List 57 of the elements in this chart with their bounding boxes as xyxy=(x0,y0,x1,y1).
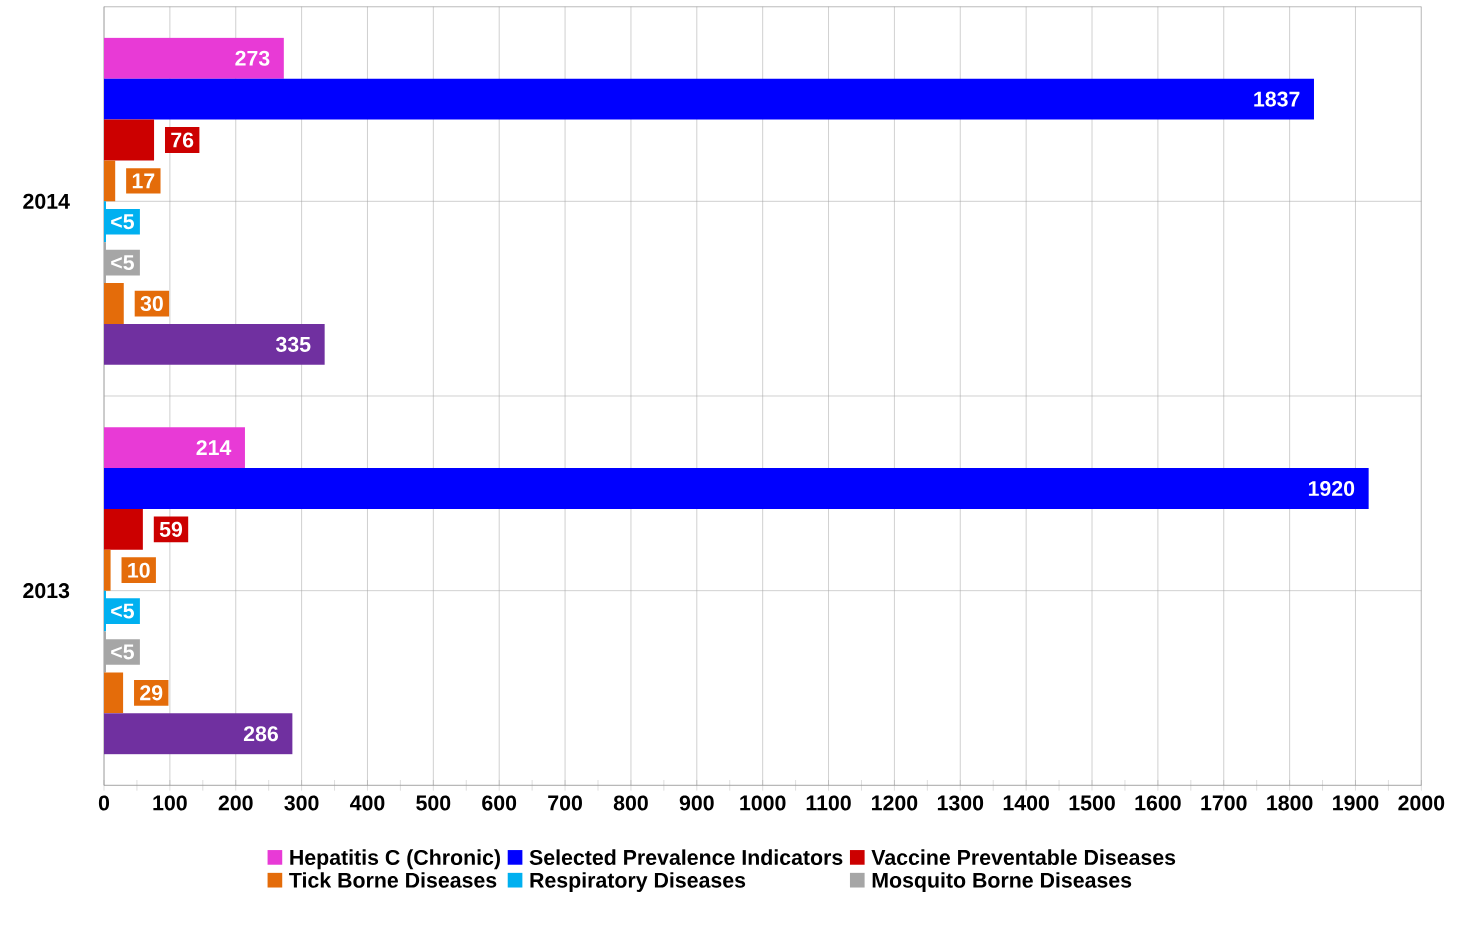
data-label: 273 xyxy=(235,50,270,66)
bar xyxy=(104,672,124,714)
x-tick-label: 600 xyxy=(482,795,517,811)
bar xyxy=(104,468,1369,509)
x-tick-label: 200 xyxy=(218,795,253,811)
data-label: 10 xyxy=(128,562,150,578)
bar xyxy=(104,37,284,79)
x-tick-label: 0 xyxy=(98,795,110,811)
legend-label: Mosquito Borne Diseases xyxy=(872,872,1132,893)
x-tick-label: 900 xyxy=(679,795,714,811)
data-label: 30 xyxy=(140,295,163,312)
data-label: 335 xyxy=(275,336,311,352)
x-tick-label: 1000 xyxy=(740,795,786,811)
legend-label: Selected Prevalence Indicators xyxy=(529,849,843,865)
data-label: <5 xyxy=(111,603,134,619)
legend-label: Hepatitis C (Chronic) xyxy=(290,849,500,870)
data-label: 214 xyxy=(196,440,232,456)
data-label: 1837 xyxy=(1254,91,1300,107)
bar xyxy=(104,119,155,161)
data-label: 17 xyxy=(132,173,155,189)
x-tick-label: 300 xyxy=(284,795,319,811)
x-tick-label: 1400 xyxy=(1003,795,1049,811)
x-tick-label: 100 xyxy=(153,795,187,811)
legend-label: Vaccine Preventable Diseases xyxy=(871,849,1176,865)
legend-label: Respiratory Diseases xyxy=(530,872,746,893)
x-tick-label: 1300 xyxy=(937,795,984,811)
data-label: 76 xyxy=(171,132,194,148)
x-tick-label: 700 xyxy=(548,795,582,811)
bar xyxy=(104,283,124,324)
data-label: 29 xyxy=(140,685,163,701)
x-tick-label: 1800 xyxy=(1267,795,1313,811)
legend-label: Tick Borne Diseases xyxy=(289,872,497,888)
data-label: 1920 xyxy=(1308,480,1355,497)
bar xyxy=(104,508,143,550)
data-label: <5 xyxy=(111,644,134,660)
x-tick-label: 1700 xyxy=(1201,795,1247,811)
y-tick-label: 2014 xyxy=(23,193,70,209)
x-tick-label: 1100 xyxy=(806,795,851,811)
y-tick-label: 2013 xyxy=(23,583,70,599)
data-label: <5 xyxy=(111,255,134,271)
x-tick-label: 800 xyxy=(613,795,648,811)
bar xyxy=(104,160,116,202)
data-label: 59 xyxy=(159,521,183,537)
bar xyxy=(104,549,111,591)
bar xyxy=(104,427,245,469)
bar xyxy=(104,78,1314,120)
x-tick-label: 1500 xyxy=(1069,795,1115,811)
data-label: <5 xyxy=(111,214,134,230)
bar xyxy=(104,323,325,365)
x-tick-label: 400 xyxy=(349,795,385,811)
x-tick-label: 1600 xyxy=(1135,795,1181,811)
x-tick-label: 1200 xyxy=(872,795,918,811)
x-tick-label: 1900 xyxy=(1333,795,1379,811)
bar xyxy=(104,713,293,755)
x-tick-label: 2000 xyxy=(1398,795,1445,811)
x-tick-label: 500 xyxy=(416,795,451,811)
data-label: 286 xyxy=(243,726,278,742)
